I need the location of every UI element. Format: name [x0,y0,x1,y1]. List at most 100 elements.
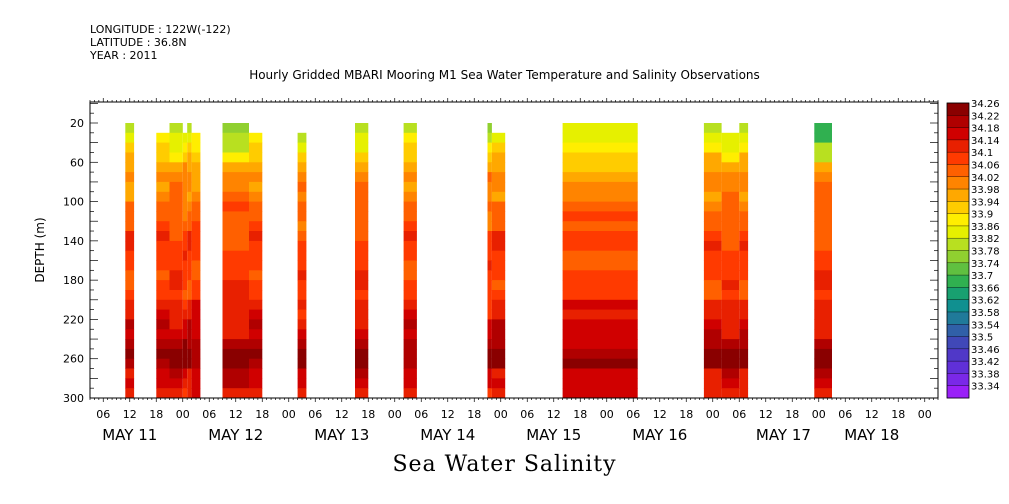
salinity-cell [721,260,740,271]
salinity-cell [721,221,740,232]
salinity-cell [169,270,183,281]
salinity-cell [487,162,492,173]
salinity-cell [403,123,417,134]
colorbar-label: 33.74 [971,259,1000,270]
salinity-cell [297,201,307,212]
salinity-cell [125,309,135,320]
x-day-label: MAY 13 [314,426,369,444]
salinity-cell [739,319,749,330]
salinity-cell [491,358,506,369]
salinity-cell [169,348,183,360]
salinity-cell [156,309,170,320]
salinity-cell [355,172,369,183]
salinity-cell [487,211,492,222]
salinity-cell [182,132,188,144]
salinity-cell [814,181,832,193]
salinity-cell [721,388,740,399]
year-label: YEAR : 2011 [90,49,158,62]
salinity-cell [491,309,506,320]
salinity-cell [562,172,638,183]
salinity-cell [222,299,249,311]
x-tick-label: 00 [282,408,296,421]
colorbar-label: 34.18 [971,124,1000,135]
salinity-cell [491,211,506,222]
x-day-label: MAY 11 [102,426,157,444]
salinity-cell [487,132,492,144]
colorbar-swatch [947,225,969,239]
salinity-cell [739,290,749,301]
colorbar-swatch [947,373,969,387]
salinity-cell [703,280,722,291]
salinity-cell [125,348,135,360]
salinity-cell [491,231,506,242]
salinity-cell [721,368,740,379]
salinity-cell [191,231,201,242]
salinity-cell [703,290,722,301]
salinity-cell [562,348,638,360]
salinity-cell [169,339,183,350]
salinity-cell [297,388,307,399]
salinity-cell [125,250,135,261]
salinity-cell [721,240,740,252]
salinity-cell [182,191,188,203]
salinity-cell [703,162,722,173]
salinity-cell [169,319,183,330]
salinity-cell [355,388,369,399]
salinity-cell [169,388,183,399]
salinity-cell [739,339,749,350]
salinity-cell [562,358,638,369]
salinity-cell [156,290,170,301]
salinity-cell [125,319,135,330]
y-tick-label: 300 [63,392,84,405]
salinity-cell [562,250,638,261]
plot-title: Hourly Gridded MBARI Mooring M1 Sea Wate… [249,68,760,82]
colorbar-swatch [947,336,969,350]
colorbar-swatch [947,238,969,251]
salinity-cell [721,339,740,350]
salinity-cell [487,221,492,232]
colorbar-label: 34.06 [971,160,1000,171]
salinity-cell [403,250,417,261]
salinity-cell [491,162,506,173]
salinity-cell [182,309,188,320]
salinity-cell [187,378,192,389]
salinity-cell [222,270,249,281]
salinity-cell [297,152,307,163]
salinity-cell [814,309,832,320]
colorbar-label: 33.58 [971,308,1000,319]
salinity-cell [222,132,249,144]
salinity-cell [703,231,722,242]
salinity-cell [182,319,188,330]
salinity-cell [739,260,749,271]
salinity-cell [297,348,307,360]
salinity-cell [187,231,192,242]
x-tick-label: 18 [255,408,269,421]
salinity-cell [487,231,492,242]
salinity-cell [814,142,832,153]
salinity-cell [491,181,506,193]
salinity-cell [721,211,740,222]
salinity-cell [355,270,369,281]
salinity-cell [187,191,192,203]
x-tick-label: 06 [96,408,110,421]
salinity-cell [187,348,192,360]
salinity-cell [125,240,135,252]
salinity-cell [491,290,506,301]
salinity-cell [487,250,492,261]
colorbar-swatch [947,127,969,141]
salinity-cell [222,319,249,330]
salinity-cell [156,201,170,212]
x-tick-label: 00 [388,408,402,421]
salinity-cell [156,280,170,291]
salinity-cell [297,181,307,193]
salinity-cell [169,358,183,369]
colorbar-swatch [947,189,969,202]
salinity-cell [814,191,832,203]
salinity-cell [814,290,832,301]
salinity-cell [739,270,749,281]
salinity-cell [222,123,249,134]
salinity-cell [297,358,307,369]
colorbar-label: 33.5 [971,333,993,344]
salinity-cell [297,309,307,320]
salinity-cell [562,368,638,379]
